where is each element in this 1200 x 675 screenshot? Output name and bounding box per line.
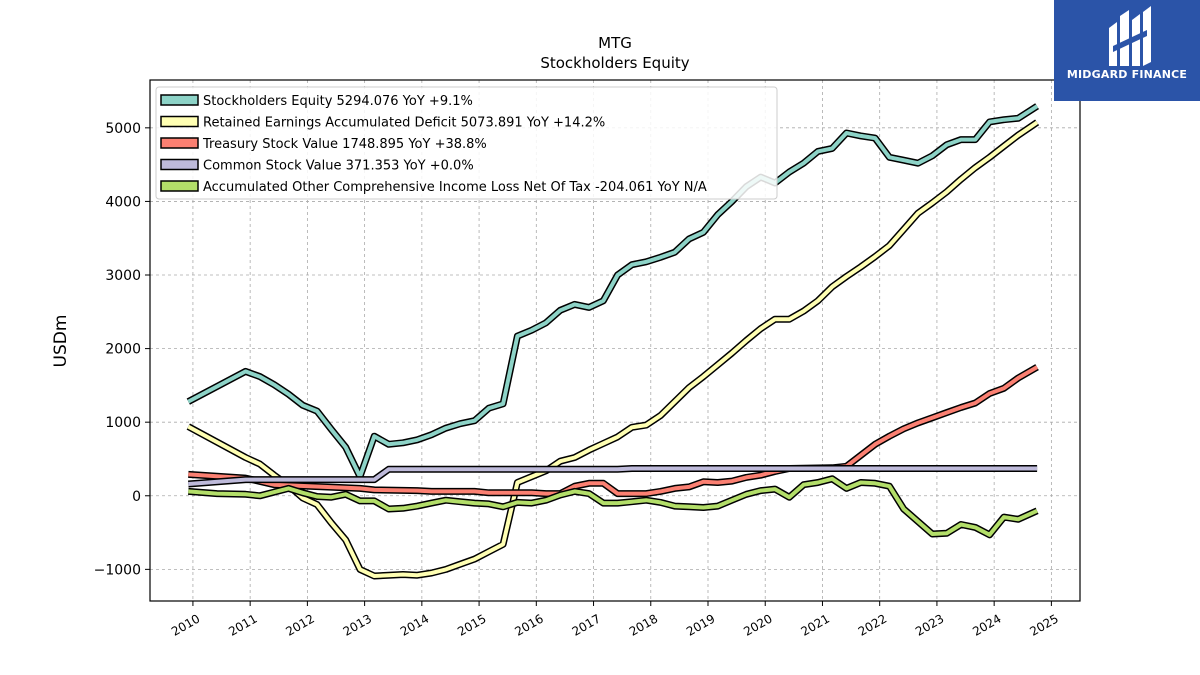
x-tick-label: 2015 <box>455 611 488 638</box>
x-tick-label: 2013 <box>341 611 374 638</box>
series-line-outline <box>188 364 1039 498</box>
plot-frame <box>149 79 1081 602</box>
series-lines <box>186 103 1040 580</box>
legend-swatch <box>160 115 199 128</box>
chart-title: MTG <box>598 34 632 52</box>
x-tick-label: 2016 <box>512 611 545 638</box>
brand-logo: MIDGARD FINANCE <box>1054 0 1200 101</box>
y-tick-label: 2000 <box>105 342 141 358</box>
y-tick-label: 1000 <box>105 415 141 431</box>
x-tick-label: 2024 <box>970 611 1003 638</box>
y-tick-label: 5000 <box>105 121 141 137</box>
x-tick-label: 2010 <box>169 611 202 638</box>
x-tick-label: 2011 <box>226 611 259 638</box>
series-line-0 <box>186 103 1039 481</box>
legend-item: Treasury Stock Value 1748.895 YoY +38.8% <box>160 137 487 152</box>
x-tick-label: 2014 <box>398 611 431 638</box>
x-tick-label: 2021 <box>799 611 832 638</box>
series-line-stroke <box>187 120 1039 578</box>
series-line-4 <box>188 475 1039 539</box>
legend: Stockholders Equity 5294.076 YoY +9.1% Re… <box>155 86 778 200</box>
legend-label: Treasury Stock Value 1748.895 YoY +38.8% <box>202 137 487 152</box>
y-axis-ticks: −1000 0 1000 2000 3000 4000 5000 <box>94 121 150 578</box>
legend-item: Stockholders Equity 5294.076 YoY +9.1% <box>160 94 473 109</box>
x-axis-ticks: 2010 2011 2012 2013 2014 2015 2016 2017 2018 2019… <box>169 601 1061 639</box>
y-tick-label: −1000 <box>94 562 141 578</box>
legend-swatch <box>160 137 199 149</box>
series-line-stroke <box>188 365 1039 496</box>
x-tick-label: 2020 <box>741 611 774 638</box>
x-tick-label: 2017 <box>570 611 603 638</box>
legend-swatch <box>160 180 199 192</box>
chart-subtitle: Stockholders Equity <box>540 54 689 72</box>
legend-swatch <box>160 94 199 106</box>
y-tick-label: 0 <box>132 489 141 505</box>
legend-label: Retained Earnings Accumulated Deficit 50… <box>203 116 605 131</box>
series-line-stroke <box>188 476 1038 537</box>
legend-item: Common Stock Value 371.353 YoY +0.0% <box>160 158 474 174</box>
legend-label: Accumulated Other Comprehensive Income L… <box>203 180 707 195</box>
series-line-1 <box>186 119 1040 580</box>
legend-item: Retained Earnings Accumulated Deficit 50… <box>160 115 605 131</box>
legend-swatch <box>160 158 199 171</box>
x-tick-label: 2022 <box>856 611 889 638</box>
x-tick-label: 2012 <box>283 611 316 638</box>
x-tick-label: 2025 <box>1027 611 1060 638</box>
series-line-stroke <box>188 466 1038 486</box>
brand-logo-mark-icon <box>1109 6 1151 66</box>
y-tick-label: 4000 <box>105 194 141 210</box>
series-line-3 <box>188 465 1038 488</box>
legend-box <box>155 86 778 200</box>
y-axis-label: USDm <box>51 315 71 368</box>
series-line-stroke <box>187 104 1039 479</box>
legend-label: Common Stock Value 371.353 YoY +0.0% <box>203 159 474 174</box>
legend-label: Stockholders Equity 5294.076 YoY +9.1% <box>203 94 473 109</box>
legend-item: Accumulated Other Comprehensive Income L… <box>160 180 707 195</box>
brand-name: MIDGARD FINANCE <box>1066 68 1188 81</box>
x-tick-label: 2018 <box>627 611 660 638</box>
y-tick-label: 3000 <box>105 268 141 284</box>
x-tick-label: 2023 <box>913 611 946 638</box>
x-tick-label: 2019 <box>684 611 717 638</box>
series-line-2 <box>188 364 1039 498</box>
